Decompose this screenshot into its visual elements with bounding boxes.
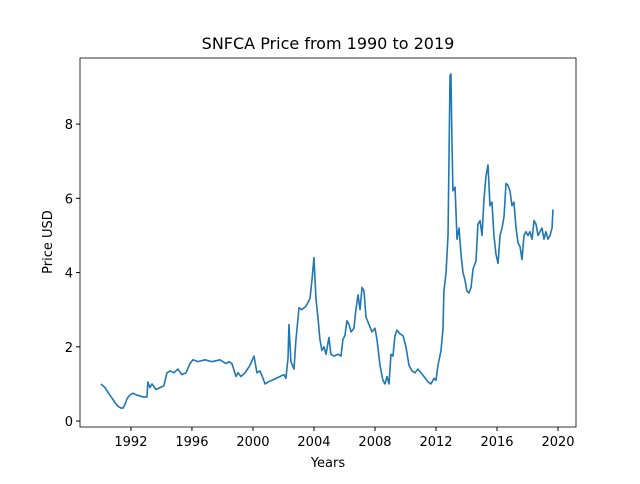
x-tick-label: 2008 <box>358 435 391 450</box>
x-tick-label: 1992 <box>114 435 147 450</box>
y-tick-label: 8 <box>65 118 73 133</box>
y-tick-label: 2 <box>65 341 73 356</box>
y-tick-label: 0 <box>65 415 73 430</box>
plot-frame <box>79 57 577 428</box>
y-tick-label: 6 <box>65 192 73 207</box>
y-tick-label: 4 <box>65 267 73 282</box>
price-line <box>100 73 554 409</box>
x-tick-label: 2000 <box>236 435 269 450</box>
x-tick-label: 2012 <box>419 435 452 450</box>
x-axis-label: Years <box>310 456 346 471</box>
x-tick-label: 1996 <box>175 435 208 450</box>
chart-title: SNFCA Price from 1990 to 2019 <box>202 34 455 53</box>
x-tick-label: 2016 <box>480 435 513 450</box>
y-axis-label: Price USD <box>41 210 56 274</box>
x-tick-label: 2020 <box>541 435 574 450</box>
x-tick-label: 2004 <box>297 435 330 450</box>
